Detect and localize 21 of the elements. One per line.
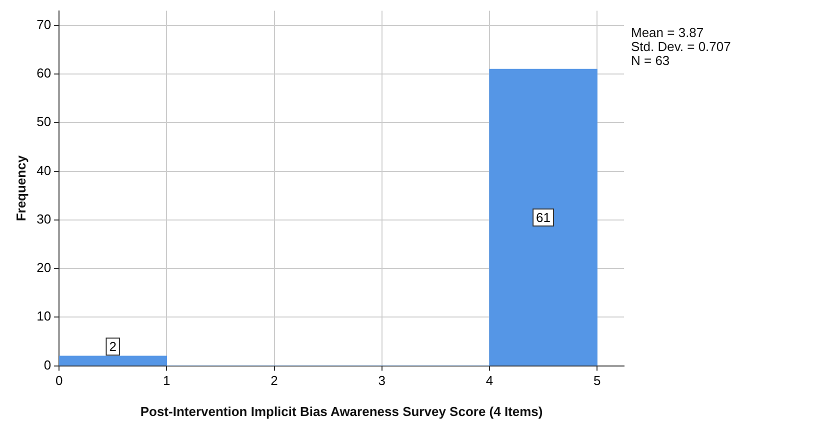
y-axis-title: Frequency [13, 154, 28, 222]
y-tick-label: 30 [36, 211, 52, 226]
x-tick-label: 5 [593, 373, 601, 388]
y-tick-label: 10 [36, 308, 52, 324]
x-tick-label: 4 [486, 373, 494, 388]
x-axis-title: Post-Intervention Implicit Bias Awareness Survey Score (4 Items) [140, 404, 543, 419]
text: Mean = 3.87 [631, 25, 705, 40]
y-tick-label: 0 [44, 357, 52, 372]
y-tick-label: 60 [36, 66, 52, 81]
text: Std. Dev. = 0.707 [631, 39, 731, 54]
x-tick-label: 1 [163, 373, 170, 388]
text: N = 63 [631, 53, 671, 68]
x-tick-label: 2 [270, 373, 278, 388]
y-tick-label: 50 [36, 114, 52, 130]
data-label: 2 [109, 339, 116, 354]
x-tick-label: 0 [55, 373, 63, 388]
y-tick-label: 70 [36, 16, 52, 32]
y-tick-label: 40 [36, 162, 52, 178]
y-tick-label: 20 [36, 260, 52, 276]
x-tick-label: 3 [378, 373, 386, 388]
data-label: 61 [536, 210, 551, 226]
